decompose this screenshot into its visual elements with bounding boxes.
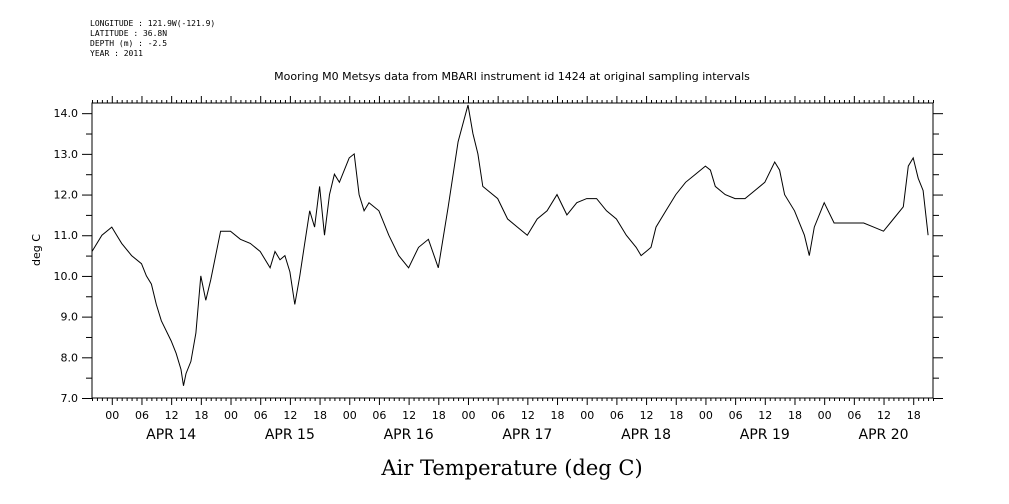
y-tick-label: 11.0: [54, 229, 79, 242]
hour-tick-label: 00: [224, 409, 238, 422]
hour-tick-label: 18: [907, 409, 921, 422]
hour-tick-label: 12: [640, 409, 654, 422]
y-tick-label: 13.0: [54, 148, 79, 161]
y-tick-label: 8.0: [61, 351, 79, 364]
hour-tick-label: 06: [135, 409, 149, 422]
hour-tick-label: 18: [432, 409, 446, 422]
y-tick-label: 10.0: [54, 270, 79, 283]
longitude-label: LONGITUDE : 121.9W(-121.9): [90, 19, 216, 28]
hour-tick-label: 12: [521, 409, 535, 422]
x-axis-label: Air Temperature (deg C): [380, 456, 642, 480]
hour-tick-label: 12: [165, 409, 179, 422]
hour-tick-label: 12: [283, 409, 297, 422]
hour-tick-label: 18: [313, 409, 327, 422]
x-tick-labels: 00 06 12 18 00 06 12 18 00 06 12 18 00 06 12 18 00 06 12 18…: [105, 409, 920, 443]
latitude-label: LATITUDE : 36.8N: [90, 29, 168, 38]
hour-tick-label: 06: [372, 409, 386, 422]
hour-tick-label: 00: [461, 409, 475, 422]
hour-tick-label: 18: [551, 409, 565, 422]
hour-tick-label: 18: [788, 409, 802, 422]
y-tick-label: 9.0: [61, 311, 79, 324]
day-label: APR 20: [859, 427, 909, 443]
y-axis-label: deg C: [30, 234, 43, 266]
y-tick-label: 7.0: [61, 392, 79, 405]
hour-tick-label: 00: [699, 409, 713, 422]
hour-tick-label: 06: [254, 409, 268, 422]
mooring-metadata: LONGITUDE : 121.9W(-121.9) LATITUDE : 36…: [90, 19, 215, 59]
hour-tick-label: 00: [580, 409, 594, 422]
y-tick-labels: 7.0 8.0 9.0 10.0 11.0 12.0 13.0 14.0: [54, 107, 79, 405]
y-tick-label: 12.0: [54, 189, 79, 202]
day-label: APR 14: [146, 427, 196, 443]
hour-tick-label: 18: [669, 409, 683, 422]
hour-tick-label: 06: [847, 409, 861, 422]
day-label: APR 17: [502, 427, 552, 443]
hour-tick-label: 00: [818, 409, 832, 422]
year-label: YEAR : 2011: [90, 49, 143, 58]
hour-tick-label: 00: [105, 409, 119, 422]
hour-tick-label: 18: [194, 409, 208, 422]
hour-tick-label: 12: [402, 409, 416, 422]
hour-tick-label: 06: [491, 409, 505, 422]
hour-tick-label: 06: [610, 409, 624, 422]
chart-title: Mooring M0 Metsys data from MBARI instru…: [274, 70, 750, 83]
hour-tick-label: 12: [877, 409, 891, 422]
day-label: APR 15: [265, 427, 315, 443]
hour-tick-label: 00: [343, 409, 357, 422]
depth-label: DEPTH (m) : -2.5: [90, 39, 168, 48]
hour-tick-label: 12: [758, 409, 772, 422]
series-line: [91, 104, 929, 386]
axis-ticks: [82, 96, 943, 405]
y-tick-label: 14.0: [54, 107, 79, 120]
plot-frame: [91, 102, 934, 399]
hour-tick-label: 06: [729, 409, 743, 422]
day-label: APR 19: [740, 427, 790, 443]
day-label: APR 16: [384, 427, 434, 443]
day-label: APR 18: [621, 427, 671, 443]
